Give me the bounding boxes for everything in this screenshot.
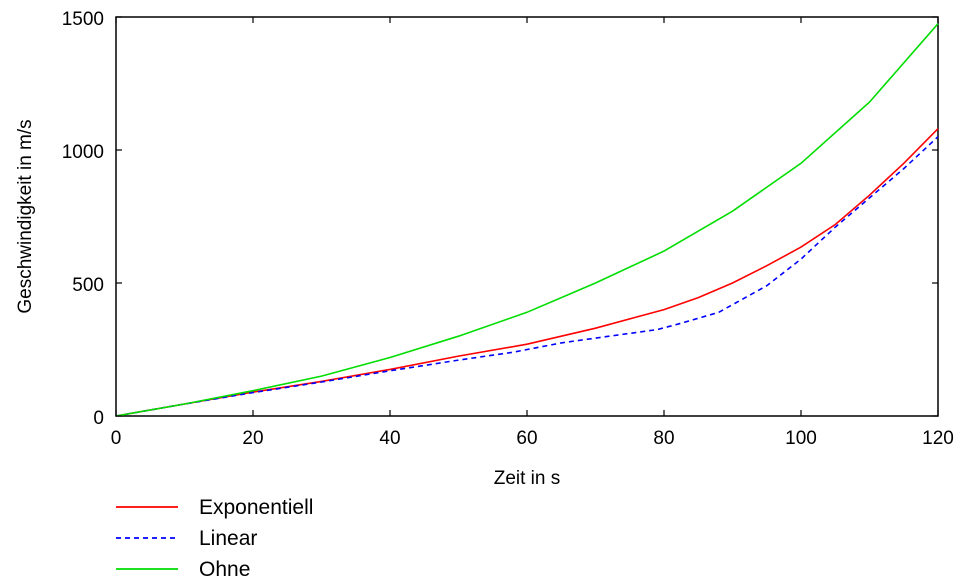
series-line-exponentiell [115,128,939,417]
legend-label-linear: Linear [199,527,257,550]
axes: 0 20 40 60 80 100 120 0 500 1000 1500 [62,9,954,449]
series-line-linear [115,136,939,417]
x-tick-label: 60 [516,428,537,449]
x-tick-label: 100 [785,428,817,449]
x-axis-title: Zeit in s [494,468,561,489]
series-layer [115,23,939,417]
legend: Exponentiell Linear Ohne [116,496,313,581]
plot-frame [115,16,939,417]
x-tick-label: 20 [242,428,263,449]
x-tick-label: 40 [379,428,400,449]
legend-label-exponentiell: Exponentiell [199,496,313,519]
y-tick-label: 500 [72,275,104,296]
y-tick-label: 1000 [62,142,104,163]
x-tick-label: 0 [111,428,122,449]
y-axis-title: Geschwindigkeit in m/s [15,119,36,313]
y-tick-label: 1500 [62,9,104,30]
y-tick-label: 0 [93,408,104,429]
x-tick-label: 120 [922,428,954,449]
x-tick-label: 80 [653,428,674,449]
legend-label-ohne: Ohne [199,558,250,581]
plot-area [115,16,939,417]
series-line-ohne [115,23,939,417]
